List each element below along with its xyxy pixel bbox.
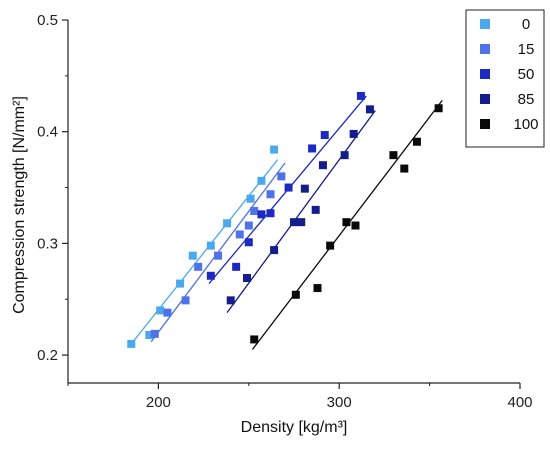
data-point-85 — [349, 129, 358, 138]
y-tick-label: 0.5 — [37, 12, 58, 29]
data-point-85 — [311, 205, 320, 214]
legend: 0 15 50 85 100 — [465, 9, 545, 148]
data-point-0 — [246, 194, 255, 203]
data-point-50 — [266, 209, 275, 218]
data-point-100 — [400, 164, 409, 173]
data-point-85 — [300, 184, 309, 193]
data-point-50 — [244, 238, 253, 247]
data-point-50 — [308, 144, 317, 153]
y-tick-label: 0.3 — [37, 235, 58, 252]
data-point-15 — [163, 308, 172, 317]
data-point-0 — [270, 145, 279, 154]
data-point-15 — [214, 251, 223, 260]
data-point-100 — [313, 284, 322, 293]
data-point-0 — [127, 339, 136, 348]
data-point-15 — [194, 262, 203, 271]
data-point-100 — [434, 104, 443, 113]
data-point-100 — [351, 221, 360, 230]
legend-marker-15 — [480, 44, 490, 54]
y-tick-label: 0.2 — [37, 347, 58, 364]
data-point-100 — [291, 290, 300, 299]
fit-lines — [130, 95, 443, 350]
data-point-100 — [342, 218, 351, 227]
legend-label-85: 85 — [518, 91, 535, 108]
data-point-50 — [320, 131, 329, 140]
data-point-85 — [297, 218, 306, 227]
data-point-85 — [365, 105, 374, 114]
data-point-85 — [290, 218, 298, 227]
x-ticks: 200 300 400 — [67, 383, 533, 411]
x-tick-label: 300 — [327, 394, 352, 411]
data-point-100 — [326, 241, 335, 250]
data-point-85 — [226, 296, 235, 305]
data-point-0 — [223, 219, 232, 228]
legend-marker-0 — [480, 19, 490, 29]
fit-line-85 — [226, 110, 376, 314]
legend-marker-50 — [480, 69, 490, 79]
x-axis-title: Density [kg/m³] — [241, 419, 348, 436]
y-tick-label: 0.4 — [37, 124, 58, 141]
data-point-85 — [270, 246, 279, 255]
data-point-15 — [266, 190, 275, 199]
data-point-85 — [318, 161, 327, 170]
data-point-0 — [257, 176, 266, 185]
data-point-15 — [244, 221, 253, 230]
data-point-0 — [176, 279, 185, 288]
data-point-85 — [242, 274, 251, 283]
axes — [67, 20, 520, 384]
data-point-100 — [250, 335, 259, 344]
data-point-50 — [257, 210, 266, 219]
legend-box — [465, 9, 545, 148]
y-ticks: 0.2 0.3 0.4 0.5 — [37, 12, 68, 364]
x-tick-label: 400 — [507, 394, 532, 411]
legend-label-0: 0 — [522, 16, 530, 33]
markers — [127, 91, 443, 348]
data-point-15 — [235, 230, 244, 239]
data-point-0 — [145, 330, 154, 339]
data-point-0 — [206, 241, 215, 250]
legend-label-15: 15 — [518, 41, 535, 58]
data-point-85 — [340, 151, 349, 160]
y-axis-title: Compression strength [N/mm²] — [11, 96, 28, 314]
data-point-100 — [389, 151, 398, 160]
data-point-15 — [250, 206, 259, 215]
data-point-0 — [156, 306, 165, 315]
legend-label-50: 50 — [518, 66, 535, 83]
data-point-15 — [181, 296, 190, 305]
fit-line-0 — [130, 159, 279, 345]
data-point-100 — [412, 137, 421, 146]
legend-marker-85 — [480, 94, 490, 104]
legend-label-100: 100 — [513, 116, 538, 133]
data-point-0 — [188, 251, 197, 260]
data-point-50 — [232, 262, 241, 271]
legend-marker-100 — [480, 119, 490, 129]
data-point-50 — [284, 183, 293, 192]
data-point-50 — [206, 271, 215, 280]
x-tick-label: 200 — [146, 394, 171, 411]
data-point-15 — [277, 172, 286, 181]
data-point-15 — [150, 329, 159, 338]
data-point-50 — [356, 91, 365, 100]
